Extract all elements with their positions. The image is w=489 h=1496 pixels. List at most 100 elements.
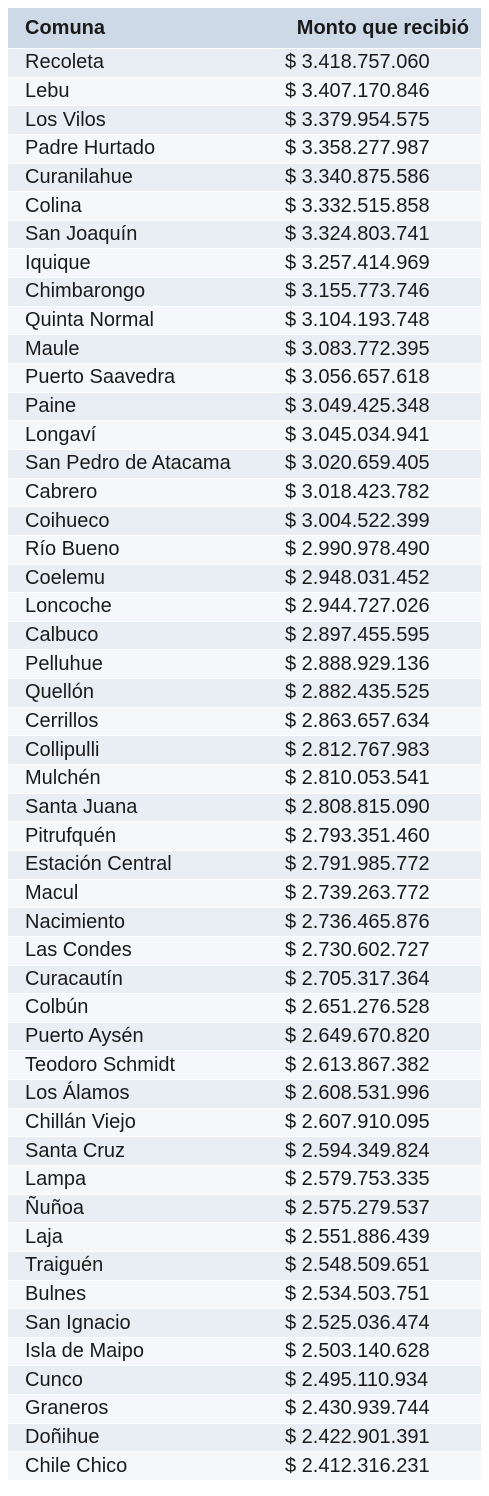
table-row: Quellón $ 2.882.435.525 [8, 679, 481, 708]
monto-cell: $ 2.575.279.537 [285, 1196, 430, 1219]
table-row: Collipulli $ 2.812.767.983 [8, 736, 481, 766]
table-row: Chimbarongo $ 3.155.773.746 [8, 278, 481, 307]
header-comuna: Comuna [25, 16, 105, 39]
comuna-cell: Los Álamos [25, 1082, 130, 1105]
comuna-cell: Chimbarongo [25, 280, 146, 303]
table-row: Pelluhue $ 2.888.929.136 [8, 650, 481, 680]
comuna-cell: Pelluhue [25, 652, 103, 675]
table-row: Lebu $ 3.407.170.846 [8, 77, 481, 107]
comuna-cell: Cerrillos [25, 710, 99, 733]
monto-cell: $ 2.651.276.528 [285, 996, 430, 1019]
comuna-cell: Calbuco [25, 624, 99, 647]
table-row: Los Vilos $ 3.379.954.575 [8, 106, 481, 135]
monto-cell: $ 3.083.772.395 [285, 337, 430, 360]
comuna-cell: Maule [25, 337, 80, 360]
comuna-cell: Puerto Saavedra [25, 366, 176, 389]
table-row: Mulchén $ 2.810.053.541 [8, 765, 481, 794]
monto-cell: $ 3.056.657.618 [285, 366, 430, 389]
monto-cell: $ 2.791.985.772 [285, 853, 430, 876]
comuna-cell: Lampa [25, 1168, 87, 1191]
monto-cell: $ 2.412.316.231 [285, 1454, 430, 1477]
comuna-cell: Macul [25, 881, 79, 904]
table-body: Recoleta $ 3.418.757.060 Lebu $ 3.407.170.8… [8, 49, 481, 1482]
comuna-cell: San Pedro de Atacama [25, 452, 231, 475]
monto-cell: $ 3.155.773.746 [285, 280, 430, 303]
monto-cell: $ 2.882.435.525 [285, 681, 430, 704]
comuna-cell: Pitrufquén [25, 824, 117, 847]
table-row: Iquique $ 3.257.414.969 [8, 249, 481, 279]
monto-cell: $ 2.736.465.876 [285, 910, 430, 933]
table-row: Cabrero $ 3.018.423.782 [8, 478, 481, 508]
comuna-cell: Curacautín [25, 967, 123, 990]
table-row: Coihueco $ 3.004.522.399 [8, 507, 481, 536]
monto-cell: $ 3.332.515.858 [285, 194, 430, 217]
table-row: Paine $ 3.049.425.348 [8, 392, 481, 422]
comuna-cell: Cabrero [25, 480, 98, 503]
monto-cell: $ 2.812.767.983 [285, 738, 430, 761]
comuna-cell: Nacimiento [25, 910, 126, 933]
table-row: San Ignacio $ 2.525.036.474 [8, 1309, 481, 1338]
table-row: Quinta Normal $ 3.104.193.748 [8, 306, 481, 336]
table-row: Colina $ 3.332.515.858 [8, 192, 481, 221]
table-row: Loncoche $ 2.944.727.026 [8, 593, 481, 622]
monto-cell: $ 2.430.939.744 [285, 1397, 430, 1420]
comuna-cell: Las Condes [25, 939, 132, 962]
monto-cell: $ 2.422.901.391 [285, 1426, 430, 1449]
table-row: Los Álamos $ 2.608.531.996 [8, 1080, 481, 1109]
table-row: Colbún $ 2.651.276.528 [8, 994, 481, 1023]
table-row: Cerrillos $ 2.863.657.634 [8, 707, 481, 737]
comuna-cell: Loncoche [25, 595, 112, 618]
comuna-cell: Paine [25, 395, 77, 417]
comuna-cell: Curanilahue [25, 165, 133, 188]
monto-cell: $ 2.503.140.628 [285, 1340, 430, 1363]
monto-cell: $ 3.379.954.575 [285, 108, 430, 131]
table-row: Coelemu $ 2.948.031.452 [8, 564, 481, 594]
table-row: Puerto Aysén $ 2.649.670.820 [8, 1022, 481, 1052]
table-row: Puerto Saavedra $ 3.056.657.618 [8, 364, 481, 393]
monto-cell: $ 3.407.170.846 [285, 79, 430, 102]
comuna-cell: Colbún [25, 996, 89, 1019]
monto-cell: $ 3.324.803.741 [285, 223, 430, 246]
monto-cell: $ 3.004.522.399 [285, 509, 430, 532]
comuna-cell: San Ignacio [25, 1311, 131, 1334]
comuna-cell: Bulnes [25, 1282, 87, 1305]
monto-cell: $ 2.548.509.651 [285, 1254, 430, 1277]
table-row: Longaví $ 3.045.034.941 [8, 421, 481, 450]
comuna-cell: Doñihue [25, 1426, 100, 1449]
table-row: Doñihue $ 2.422.901.391 [8, 1423, 481, 1453]
monto-cell: $ 2.793.351.460 [285, 824, 430, 847]
table-row: Calbuco $ 2.897.455.595 [8, 621, 481, 651]
table-header: Comuna Monto que recibió [8, 8, 481, 49]
monto-cell: $ 2.551.886.439 [285, 1225, 430, 1248]
comuna-cell: Collipulli [25, 738, 100, 761]
monto-cell: $ 3.257.414.969 [285, 251, 430, 274]
comuna-cell: Río Bueno [25, 538, 120, 561]
table-row: Ñuñoa $ 2.575.279.537 [8, 1194, 481, 1224]
comuna-cell: San Joaquín [25, 223, 138, 246]
comunas-table: Comuna Monto que recibió Recoleta $ 3.418… [8, 8, 481, 1482]
comuna-cell: Chillán Viejo [25, 1111, 136, 1134]
table-row: San Pedro de Atacama $ 3.020.659.405 [8, 449, 481, 479]
header-monto: Monto que recibió [296, 16, 469, 39]
monto-cell: $ 3.340.875.586 [285, 165, 430, 188]
monto-cell: $ 3.018.423.782 [285, 480, 430, 503]
monto-cell: $ 3.104.193.748 [285, 309, 430, 332]
comuna-cell: Padre Hurtado [25, 137, 156, 160]
monto-cell: $ 2.863.657.634 [285, 710, 430, 733]
comuna-cell: Mulchén [25, 767, 101, 790]
monto-cell: $ 2.705.317.364 [285, 967, 430, 990]
table-row: Teodoro Schmidt $ 2.613.867.382 [8, 1051, 481, 1081]
table-row: Macul $ 2.739.263.772 [8, 879, 481, 909]
table-row: Lampa $ 2.579.753.335 [8, 1165, 481, 1195]
comuna-cell: Puerto Aysén [25, 1025, 144, 1048]
monto-cell: $ 2.608.531.996 [285, 1082, 430, 1105]
comuna-cell: Laja [25, 1225, 63, 1248]
table-row: Padre Hurtado $ 3.358.277.987 [8, 134, 481, 164]
monto-cell: $ 2.649.670.820 [285, 1025, 430, 1048]
table-row: Santa Juana $ 2.808.815.090 [8, 793, 481, 823]
monto-cell: $ 2.613.867.382 [285, 1053, 430, 1076]
monto-cell: $ 2.579.753.335 [285, 1168, 430, 1191]
monto-cell: $ 3.020.659.405 [285, 452, 430, 475]
monto-cell: $ 2.594.349.824 [285, 1139, 430, 1162]
monto-cell: $ 3.049.425.348 [285, 395, 430, 417]
